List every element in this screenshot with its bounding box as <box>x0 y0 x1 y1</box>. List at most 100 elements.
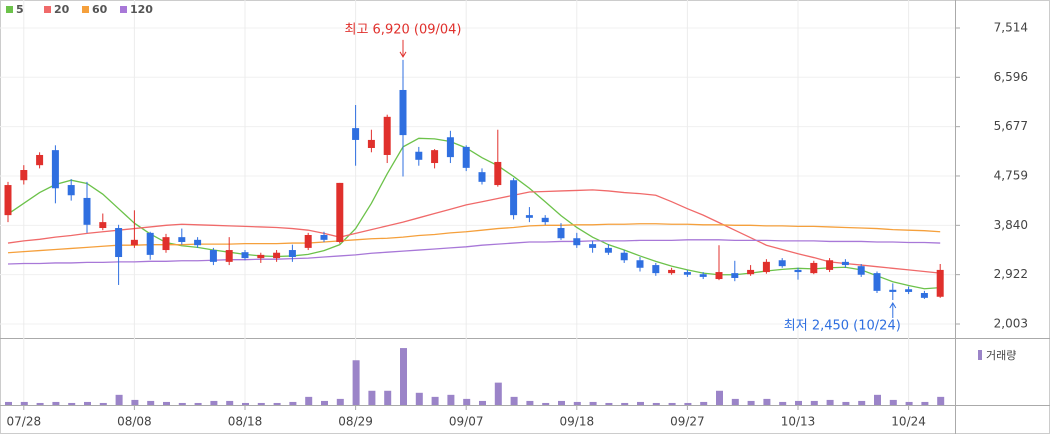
x-tick-label: 09/27 <box>670 415 705 429</box>
y-tick-label: 4,759 <box>994 168 1028 182</box>
volume-bar <box>716 390 723 405</box>
volume-bar <box>479 400 486 405</box>
volume-bar <box>889 399 897 405</box>
x-tick-label: 07/28 <box>7 415 42 429</box>
candle-body <box>194 239 202 246</box>
candle-body <box>620 252 628 261</box>
candle-body <box>494 161 502 186</box>
volume-bar <box>131 399 139 405</box>
candle-body <box>51 150 59 189</box>
candle-body <box>336 182 344 242</box>
volume-bar <box>226 400 234 405</box>
candle-body <box>20 170 28 181</box>
candle-body <box>178 237 186 242</box>
legend-swatch <box>82 6 89 13</box>
volume-bar <box>810 400 818 405</box>
legend-label: 20 <box>54 3 70 16</box>
volume-bar <box>289 401 297 405</box>
x-tick-label: 09/18 <box>560 415 595 429</box>
volume-bar <box>589 401 597 405</box>
volume-bar <box>510 396 518 405</box>
volume-bar <box>68 402 76 405</box>
candle-body <box>762 261 770 273</box>
candle-body <box>130 239 138 246</box>
volume-bar <box>368 390 376 405</box>
candle-body <box>794 269 802 273</box>
candle-body <box>320 235 328 240</box>
y-tick-label: 5,677 <box>994 119 1028 133</box>
volume-bar <box>431 396 439 405</box>
volume-bar <box>921 401 929 405</box>
candle-body <box>936 269 944 297</box>
candle-body <box>67 185 75 196</box>
candle-body <box>905 289 913 292</box>
volume-bar <box>526 400 534 405</box>
candle-body <box>810 262 818 274</box>
volume-bar <box>415 392 423 405</box>
volume-bar <box>747 400 755 405</box>
volume-bar <box>99 402 107 405</box>
candle-body <box>841 261 849 266</box>
volume-bar <box>494 382 502 405</box>
candle-body <box>652 265 660 274</box>
legend-label: 120 <box>130 3 153 16</box>
ma-line <box>7 239 941 265</box>
volume-bar <box>573 401 581 405</box>
y-tick-label: 6,596 <box>994 70 1028 84</box>
candle-body <box>383 116 391 155</box>
candle-body <box>162 237 170 251</box>
volume-bar <box>400 348 407 405</box>
volume-bar <box>731 398 739 405</box>
volume-bar <box>336 398 344 405</box>
candle-body <box>889 289 897 292</box>
y-tick-label: 2,003 <box>994 317 1028 331</box>
candle-body <box>273 252 281 259</box>
volume-bar <box>668 402 676 405</box>
y-tick-label: 2,922 <box>994 267 1028 281</box>
candle-body <box>367 139 375 148</box>
candle-body <box>604 247 612 253</box>
volume-bar <box>321 400 328 405</box>
volume-bar <box>684 402 692 405</box>
volume-bar <box>178 402 186 405</box>
candle-body <box>462 146 470 168</box>
volume-bar <box>257 402 265 405</box>
volume-bar <box>463 398 471 405</box>
volume-bar <box>242 402 249 405</box>
candle-body <box>873 273 881 291</box>
candle-body <box>510 180 518 216</box>
candle-body <box>826 260 834 270</box>
volume-bar <box>52 401 60 405</box>
volume-bar <box>842 401 850 405</box>
volume-bar <box>194 402 202 405</box>
volume-bar <box>305 396 313 405</box>
volume-bar <box>637 401 644 405</box>
volume-bar <box>558 400 565 405</box>
volume-bar <box>447 394 455 405</box>
volume-bar <box>210 400 218 405</box>
x-tick-label: 10/24 <box>891 415 926 429</box>
candle-body <box>225 250 233 262</box>
candle-body <box>146 232 154 255</box>
candle-body <box>115 228 123 258</box>
candle-body <box>778 260 786 267</box>
x-tick-label: 08/08 <box>117 415 152 429</box>
annotation-arrowhead <box>399 51 407 58</box>
candle-body <box>589 244 597 248</box>
volume-bar <box>621 402 629 405</box>
candle-body <box>304 235 312 248</box>
volume-bar <box>20 401 28 405</box>
legend-swatch <box>978 350 982 360</box>
volume-bar <box>542 402 550 405</box>
candle-body <box>715 272 723 280</box>
candle-body <box>668 269 676 274</box>
candle-body <box>573 238 581 246</box>
candle-body <box>99 222 107 229</box>
candle-body <box>920 293 928 298</box>
x-tick-label: 08/29 <box>338 415 373 429</box>
volume-bar <box>826 399 834 405</box>
legend-swatch <box>120 6 127 13</box>
x-tick-label: 08/18 <box>228 415 263 429</box>
